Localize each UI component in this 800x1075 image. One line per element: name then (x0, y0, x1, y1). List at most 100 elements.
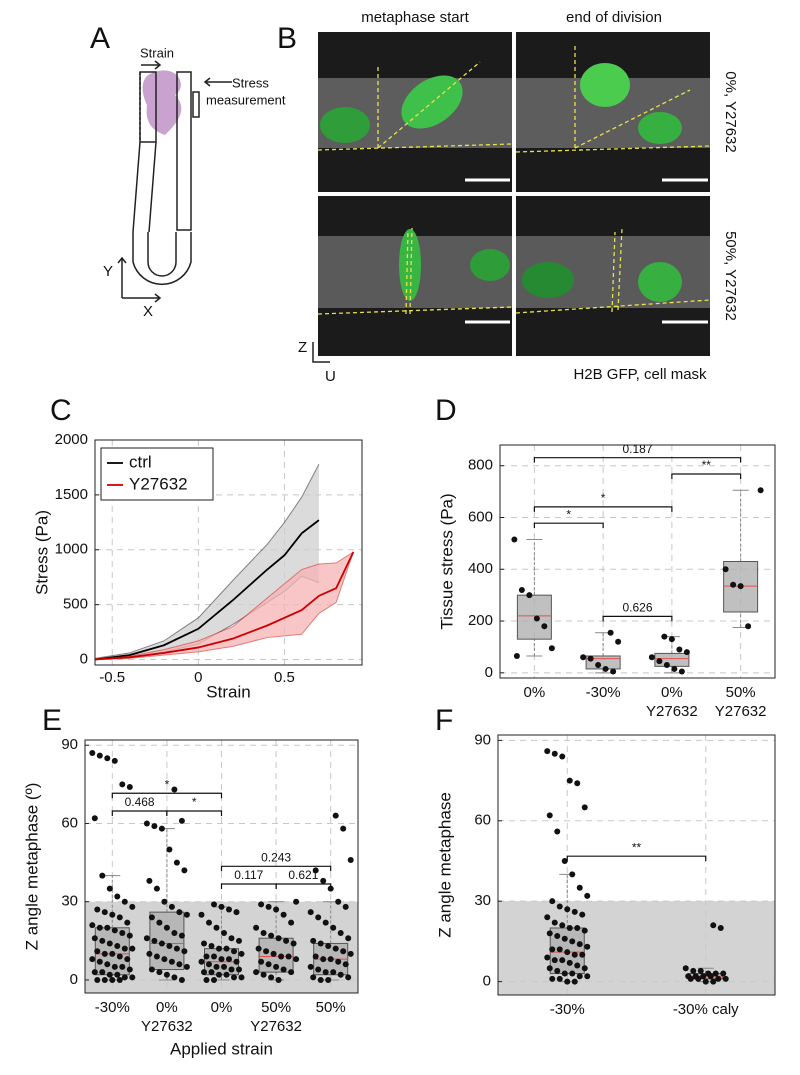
data-point (722, 566, 729, 573)
data-point (203, 976, 210, 983)
data-point (320, 956, 327, 963)
data-point (581, 965, 588, 972)
plot-frame (94, 439, 363, 666)
data-point (99, 872, 106, 879)
band-fill (95, 551, 354, 660)
data-point (342, 961, 349, 968)
data-point (183, 963, 190, 970)
significance-label: * (192, 795, 197, 809)
data-point (571, 951, 578, 958)
significance-label: 0.187 (622, 442, 652, 456)
data-point (566, 924, 573, 931)
stress-label: Stress (232, 75, 269, 90)
stretcher-diagram (117, 60, 232, 303)
significance-bracket (111, 792, 223, 799)
band-edge (94, 463, 320, 659)
legend-box (100, 447, 214, 501)
data-point (181, 867, 188, 874)
data-point (173, 859, 180, 866)
data-point (198, 911, 205, 918)
data-point (119, 781, 126, 788)
x-axis-label: Applied strain (170, 1039, 273, 1058)
data-point (260, 930, 267, 937)
data-point (218, 903, 225, 910)
data-point (745, 623, 752, 630)
data-point (584, 973, 591, 980)
significance-bracket (533, 457, 742, 463)
panel-label: B (277, 22, 297, 55)
data-point (201, 940, 207, 947)
y-tick-label: 60 (474, 812, 491, 829)
y-tick-label: 0 (485, 664, 493, 681)
data-point (253, 969, 260, 976)
data-point (310, 937, 317, 944)
data-point (258, 958, 265, 965)
data-point (544, 914, 551, 921)
y-tick-label: 400 (468, 560, 493, 577)
data-point (106, 971, 113, 978)
data-point (203, 953, 210, 960)
data-point (156, 919, 163, 926)
data-point (678, 668, 685, 675)
data-point (163, 924, 170, 931)
micrographs (312, 32, 711, 363)
data-point (715, 975, 722, 982)
significance-bracket (220, 865, 332, 872)
data-point (347, 856, 354, 863)
data-point (556, 946, 563, 953)
data-point (345, 935, 352, 942)
data-point (569, 938, 576, 945)
x-tick-label: 50% (726, 684, 756, 701)
data-point (571, 978, 578, 985)
significance-bracket (566, 855, 707, 862)
data-point (106, 885, 113, 892)
x-tick-label: -30% (550, 1001, 585, 1018)
data-point (265, 961, 272, 968)
data-point (258, 901, 265, 908)
data-point (143, 820, 150, 827)
data-point (288, 919, 295, 926)
x-tick-label: -0.5 (99, 669, 125, 686)
data-point (661, 633, 668, 640)
data-point (171, 930, 178, 937)
data-point (221, 963, 227, 970)
data-point (181, 948, 188, 955)
data-point (213, 924, 220, 931)
data-point (173, 945, 180, 952)
data-point (345, 974, 352, 981)
data-point (317, 976, 324, 983)
data-point (124, 956, 131, 963)
data-point (161, 956, 168, 963)
panel-label: E (42, 704, 62, 737)
data-point (332, 812, 339, 819)
data-point (315, 914, 322, 921)
data-point (211, 901, 217, 908)
data-point (548, 645, 555, 652)
data-point (579, 911, 586, 918)
data-point (109, 950, 116, 957)
y-axis-label: Z angle metaphase (º) (22, 783, 41, 951)
data-point (126, 966, 133, 973)
data-point (99, 937, 106, 944)
data-point (317, 940, 324, 947)
data-point (216, 971, 222, 978)
significance-label: ** (702, 458, 712, 472)
data-point (178, 976, 185, 983)
data-point (757, 487, 764, 494)
data-point (682, 965, 689, 972)
data-point (96, 752, 103, 759)
data-point (201, 969, 207, 976)
data-point (255, 945, 262, 952)
data-point (275, 976, 282, 983)
data-point (126, 932, 133, 939)
data-point (340, 948, 347, 955)
significance-bracket (533, 506, 673, 512)
data-point (730, 581, 737, 588)
data-point (337, 971, 344, 978)
panel-label: F (435, 704, 453, 737)
data-point (554, 828, 561, 835)
data-point (697, 967, 704, 974)
data-point (564, 978, 571, 985)
data-point (310, 974, 317, 981)
data-point (253, 924, 260, 931)
